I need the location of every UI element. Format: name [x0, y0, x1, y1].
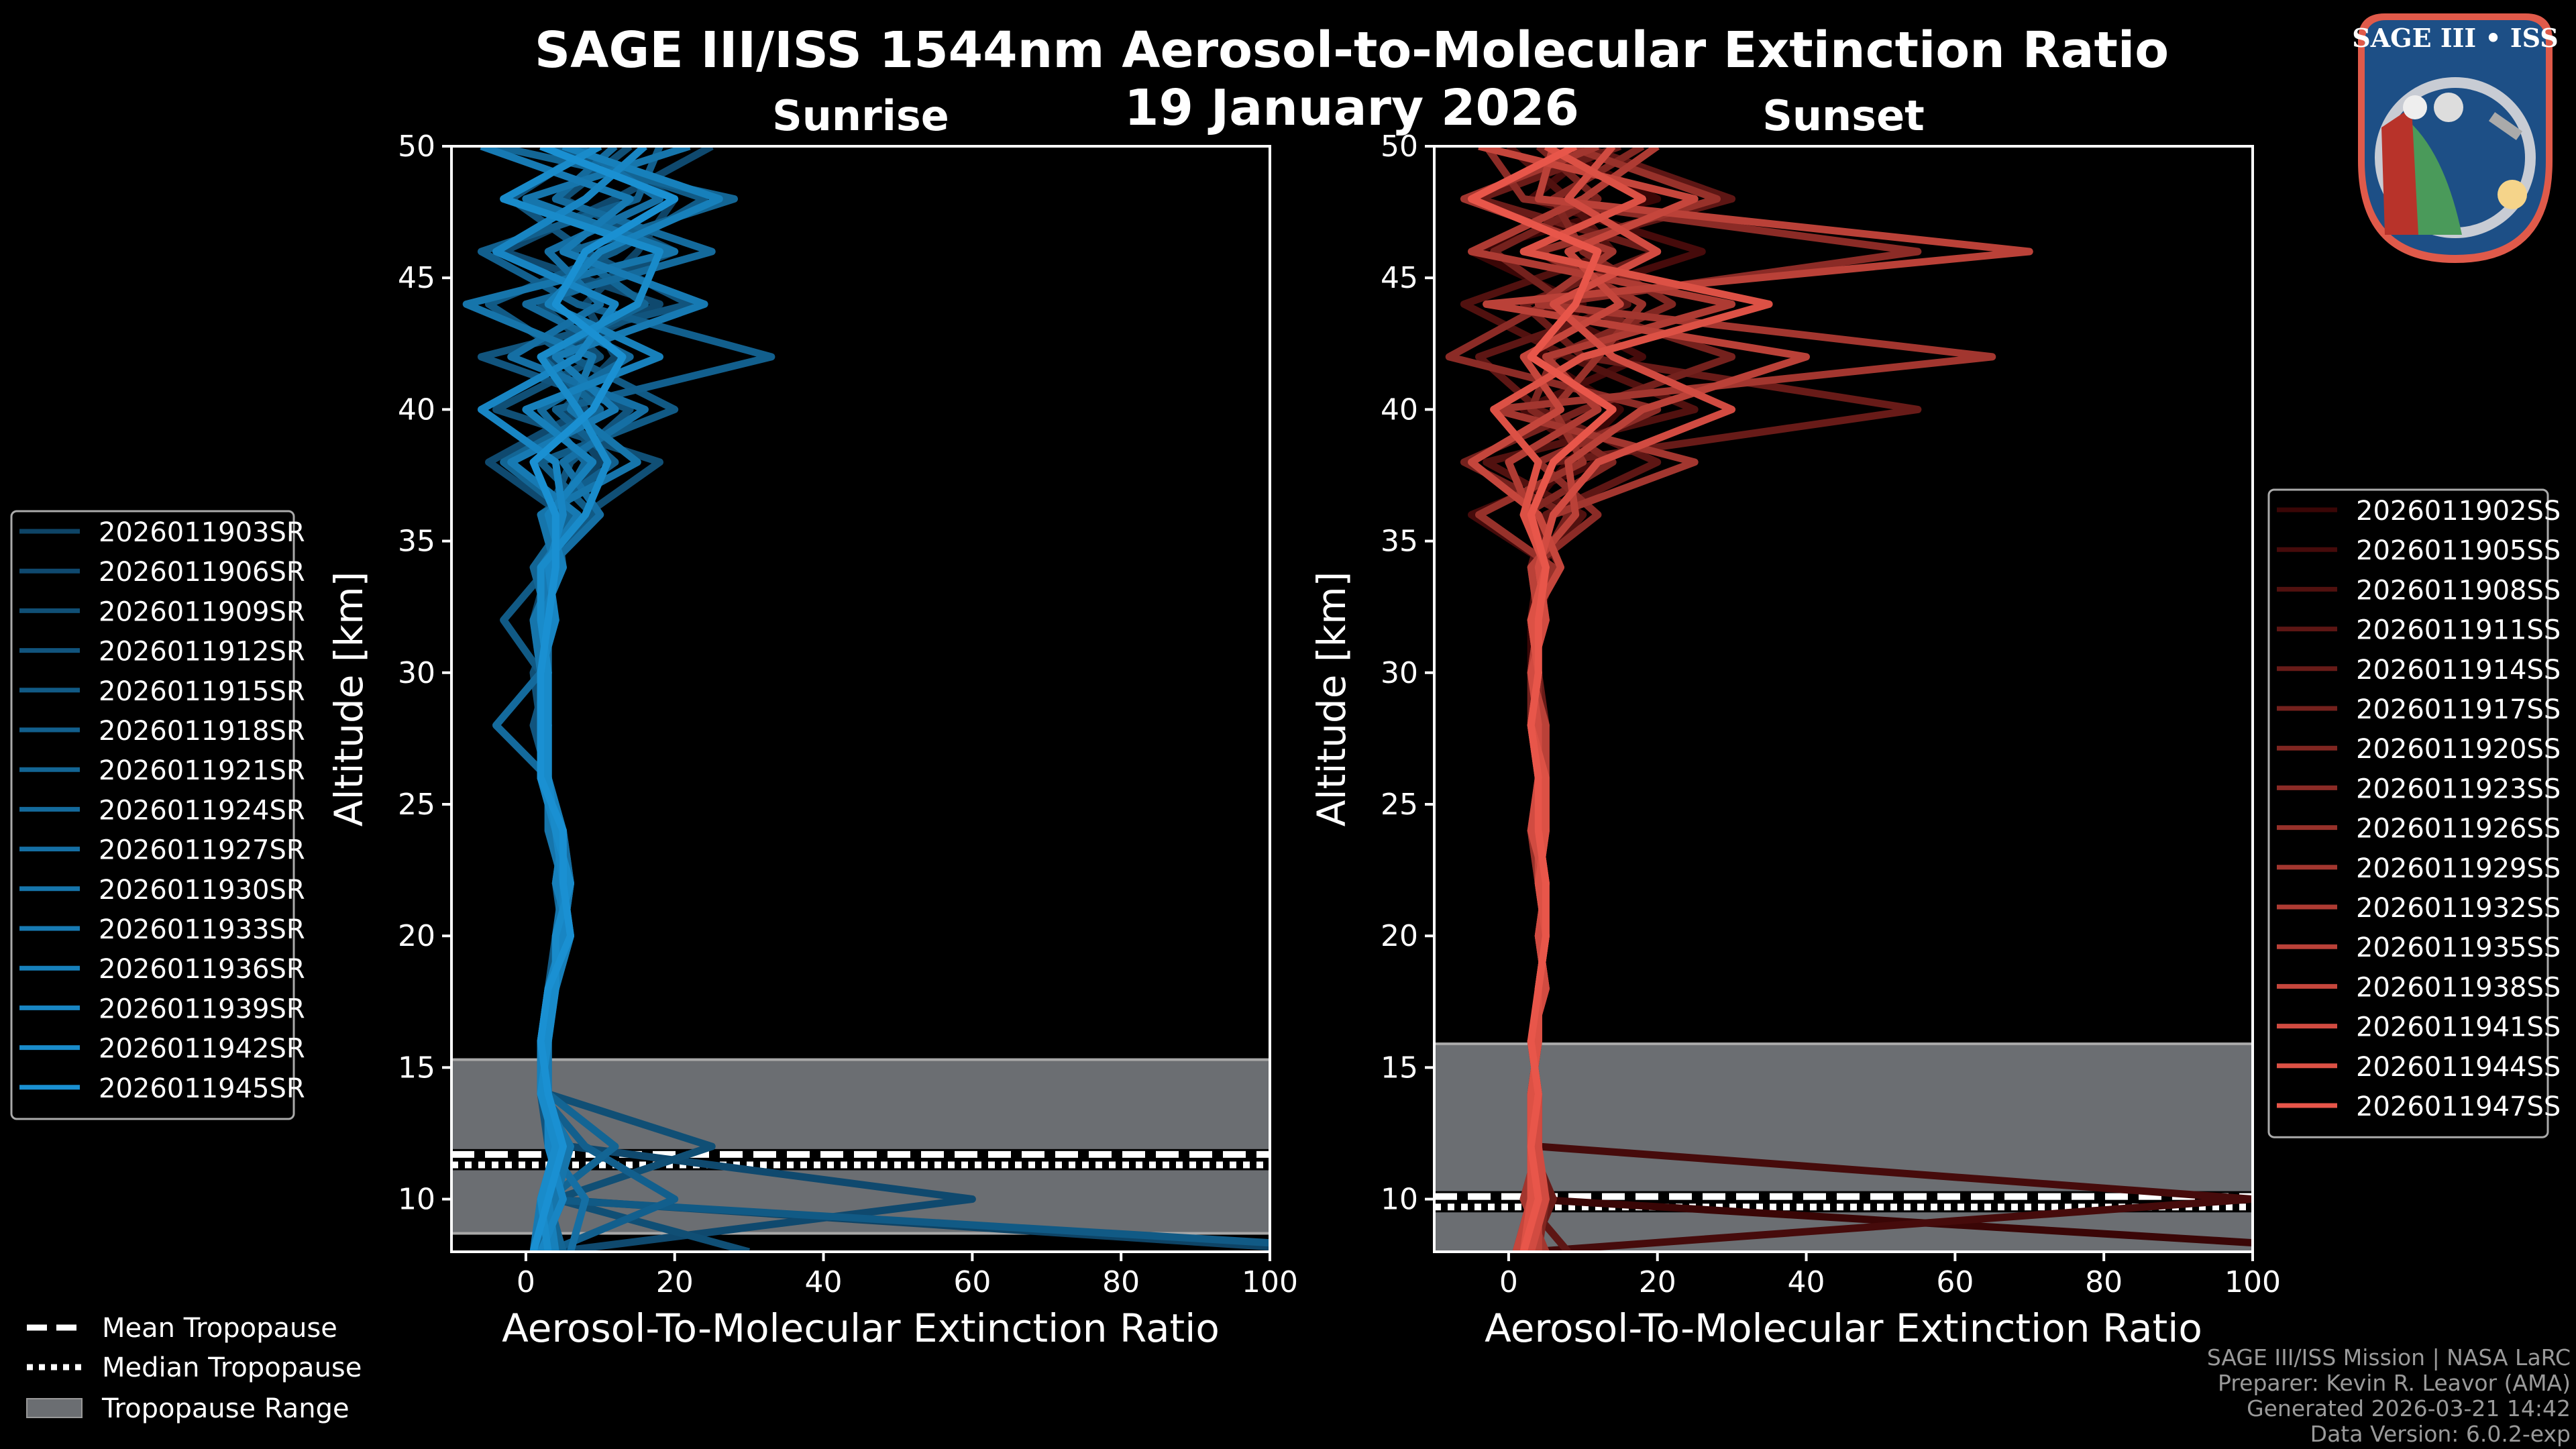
profiles	[1445, 146, 2253, 1252]
footer-version: Data Version: 6.0.2-exp	[2310, 1421, 2571, 1447]
legend-label: 2026011906SR	[99, 557, 305, 588]
legend-label: 2026011923SS	[2356, 773, 2561, 804]
x-tick-label: 100	[1242, 1265, 1298, 1299]
legend-label: 2026011927SR	[99, 835, 305, 866]
footer-mission: SAGE III/ISS Mission | NASA LaRC	[2207, 1344, 2571, 1371]
x-axis-label: Aerosol-To-Molecular Extinction Ratio	[502, 1305, 1220, 1351]
legend-label: 2026011926SS	[2356, 814, 2561, 845]
legend-label: 2026011918SR	[99, 716, 305, 747]
legend-label: 2026011914SS	[2356, 655, 2561, 686]
y-tick-label: 50	[398, 129, 435, 164]
x-tick-label: 80	[1102, 1265, 1140, 1299]
x-axis-label: Aerosol-To-Molecular Extinction Ratio	[1485, 1305, 2202, 1351]
axes-frame	[450, 145, 1271, 1253]
legend-label: 2026011909SR	[99, 596, 305, 627]
profile-2026011945SR	[529, 146, 679, 1252]
legend-label: 2026011908SS	[2356, 575, 2561, 606]
legend-label: 2026011936SR	[99, 954, 305, 985]
figure-date: 19 January 2026	[1124, 79, 1579, 137]
legend-label: 2026011938SS	[2356, 972, 2561, 1003]
logo-text: SAGE III • ISS	[2352, 23, 2558, 53]
y-tick-label: 10	[1381, 1183, 1418, 1217]
legend-label: 2026011915SR	[99, 676, 305, 707]
legend-label: 2026011903SR	[99, 517, 305, 548]
y-tick-label: 30	[398, 656, 435, 690]
footer: SAGE III/ISS Mission | NASA LaRC Prepare…	[2207, 1344, 2571, 1447]
y-tick-label: 15	[1381, 1051, 1418, 1085]
tropopause-range-label: Tropopause Range	[101, 1393, 350, 1424]
x-tick-label: 40	[1788, 1265, 1825, 1299]
x-tick-label: 40	[805, 1265, 843, 1299]
legend-label: 2026011911SS	[2356, 615, 2561, 646]
legend-label: 2026011944SS	[2356, 1052, 2561, 1083]
panel-sunrise: Sunrise 0 20 40 60 80 100 10 15 20 25 30 35 40 45 50 Aer…	[10, 91, 1298, 1351]
y-tick-label: 35	[398, 525, 435, 559]
legend-label: 2026011902SS	[2356, 496, 2561, 527]
legend-frame	[2267, 488, 2549, 1138]
x-tick-label: 60	[953, 1265, 991, 1299]
legend-label: 2026011933SR	[99, 914, 305, 945]
y-tick-label: 25	[1381, 788, 1418, 822]
axes-frame	[1433, 145, 2254, 1253]
legend-label: 2026011942SR	[99, 1034, 305, 1065]
legend-label: 2026011947SS	[2356, 1091, 2561, 1122]
footer-preparer: Preparer: Kevin R. Leavor (AMA)	[2218, 1370, 2571, 1396]
y-axis-label: Altitude [km]	[326, 572, 372, 826]
legend-sunrise: 2026011903SR 2026011906SR 2026011909SR 2026…	[10, 510, 305, 1120]
panel-title: Sunrise	[772, 91, 949, 140]
y-tick-label: 20	[398, 919, 435, 953]
y-tick-label: 35	[1381, 525, 1418, 559]
y-tick-label: 40	[398, 392, 435, 427]
legend-label: 2026011932SS	[2356, 893, 2561, 924]
legend-label: 2026011917SS	[2356, 694, 2561, 725]
x-tick-label: 20	[1639, 1265, 1676, 1299]
y-tick-label: 45	[398, 261, 435, 295]
x-tick-label: 60	[1936, 1265, 1974, 1299]
legend-label: 2026011905SS	[2356, 535, 2561, 566]
x-tick-label: 20	[656, 1265, 694, 1299]
legend-label: 2026011929SS	[2356, 853, 2561, 884]
legend-label: 2026011921SR	[99, 755, 305, 786]
y-tick-label: 10	[398, 1183, 435, 1217]
legend-label: 2026011945SR	[99, 1073, 305, 1104]
x-tick-label: 0	[1499, 1265, 1518, 1299]
mean-tropopause-label: Mean Tropopause	[102, 1313, 337, 1344]
legend-label: 2026011924SR	[99, 795, 305, 826]
y-tick-label: 20	[1381, 919, 1418, 953]
y-tick-label: 25	[398, 788, 435, 822]
legend-label: 2026011930SR	[99, 875, 305, 906]
profile-2026011947SS	[1468, 146, 1617, 1252]
tropopause-range-swatch	[26, 1398, 83, 1418]
legend-sunset: 2026011902SS 2026011905SS 2026011908SS 2026…	[2267, 488, 2561, 1138]
legend-label: 2026011912SR	[99, 637, 305, 667]
profiles	[462, 146, 1270, 1252]
y-tick-label: 30	[1381, 656, 1418, 690]
x-tick-label: 80	[2085, 1265, 2123, 1299]
y-tick-label: 40	[1381, 392, 1418, 427]
figure-title: SAGE III/ISS 1544nm Aerosol-to-Molecular…	[535, 21, 2169, 79]
legend-label: 2026011941SS	[2356, 1012, 2561, 1043]
median-tropopause-label: Median Tropopause	[102, 1352, 362, 1383]
y-tick-label: 45	[1381, 261, 1418, 295]
panel-sunset: Sunset 0 20 40 60 80 100 10 15 20 25 30 35 40 45 50 Aero…	[1309, 91, 2561, 1351]
y-tick-label: 50	[1381, 129, 1418, 164]
legend-label: 2026011935SS	[2356, 932, 2561, 963]
y-axis-label: Altitude [km]	[1309, 572, 1354, 826]
legend-label: 2026011939SR	[99, 994, 305, 1024]
panel-title: Sunset	[1762, 91, 1925, 140]
footer-generated: Generated 2026-03-21 14:42	[2247, 1395, 2571, 1421]
bottom-legend: Mean Tropopause Median Tropopause Tropop…	[26, 1313, 362, 1424]
legend-label: 2026011920SS	[2356, 734, 2561, 765]
legend-frame	[10, 510, 295, 1120]
x-tick-label: 100	[2224, 1265, 2281, 1299]
x-tick-label: 0	[517, 1265, 535, 1299]
sage-logo: SAGE III • ISS	[2352, 13, 2559, 263]
y-tick-label: 15	[398, 1051, 435, 1085]
